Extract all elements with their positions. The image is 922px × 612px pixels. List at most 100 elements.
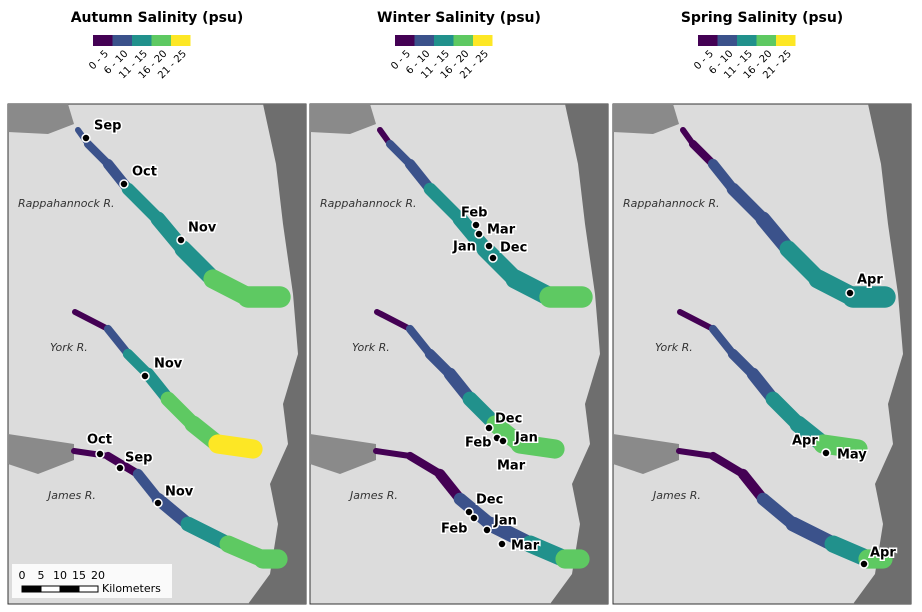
legend-swatch [151,35,171,46]
site-marker [498,436,508,446]
water-upper [613,104,679,134]
river-segment [373,448,413,459]
site-label: Mar [497,459,526,474]
legend-swatch [737,35,757,46]
site-label: Sep [125,451,153,466]
site-label: Nov [188,221,217,236]
legend-swatch [93,35,113,46]
site-label: Mar [487,223,516,238]
site-label: Oct [132,165,157,180]
water-lower [8,434,74,474]
site-marker [821,448,831,458]
site-label: Dec [476,493,503,508]
panel-title: Winter Salinity (psu) [377,10,541,26]
legend-swatch [132,35,152,46]
site-label: Sep [94,119,122,134]
land [612,103,912,605]
site-marker [115,463,125,473]
legend-swatch [776,35,796,46]
water-lower [613,434,679,474]
site-label: May [837,448,867,463]
site-label: Mar [511,539,540,554]
site-marker [482,525,492,535]
river-label: James R. [651,489,701,502]
scale-tick-label: 0 [19,569,26,582]
bay [248,104,306,604]
site-marker [471,220,481,230]
river-label: Rappahannock R. [320,197,417,210]
scale-segment [78,585,99,593]
scale-tick-label: 5 [38,569,45,582]
legend-swatch [112,35,132,46]
site-label: Nov [154,357,183,372]
river-segment [677,309,716,332]
legend-swatch [473,35,493,46]
site-marker [484,241,494,251]
legend-swatch [171,35,191,46]
site-label: Jan [493,514,517,529]
site-label: Jan [452,240,476,255]
site-marker [81,133,91,143]
river-label: James R. [46,489,96,502]
river-label: James R. [348,489,398,502]
site-label: Jan [514,431,538,446]
site-label: Feb [441,522,467,537]
site-label: Feb [461,206,487,221]
site-marker [474,229,484,239]
legend-swatch [434,35,454,46]
river-label: York R. [352,341,390,354]
site-marker [488,253,498,263]
legend-swatch [395,35,415,46]
river-segment [374,309,413,332]
river-segment [676,448,716,459]
site-marker [845,288,855,298]
site-marker [176,235,186,245]
land [309,103,609,605]
site-marker [484,423,494,433]
scale-tick-label: 20 [91,569,105,582]
river-segment [510,434,565,459]
river-segment [405,324,435,359]
river-segment [405,451,445,479]
river-label: York R. [655,341,693,354]
scale-segment [21,585,42,593]
panel-title: Spring Salinity (psu) [681,10,843,26]
site-marker [464,507,474,517]
scale-segment [40,585,61,593]
river-segment [813,434,868,459]
scale-unit: Kilometers [102,582,161,595]
bay [853,104,911,604]
site-label: Dec [495,412,522,427]
scale-segment [59,585,80,593]
scale-tick-label: 15 [72,569,86,582]
river-segment [103,324,133,359]
river-label: York R. [50,341,88,354]
river-segment [708,324,738,359]
legend-swatch [756,35,776,46]
map-panel: Rappahannock R. York R. James R. Sep Oct Nov N… [7,103,307,605]
site-label: Apr [857,273,883,288]
legend-swatch [414,35,434,46]
water-lower [310,434,376,474]
site-label: Oct [87,433,112,448]
legend-swatch [717,35,737,46]
site-marker [859,559,869,569]
legend-swatch [453,35,473,46]
site-label: Feb [465,436,491,451]
site-label: Nov [165,485,194,500]
site-marker [497,539,507,549]
water-upper [310,104,376,134]
site-label: Apr [870,546,896,561]
scale-tick-label: 10 [53,569,67,582]
site-label: Dec [500,241,527,256]
river-segment [708,451,748,479]
river-segment [72,309,111,332]
land [7,103,307,605]
site-marker [153,498,163,508]
panel-title: Autumn Salinity (psu) [71,10,244,26]
legend-swatch [698,35,718,46]
bay [550,104,608,604]
map-panel: Rappahannock R. York R. James R. Apr Apr May A… [612,103,912,605]
